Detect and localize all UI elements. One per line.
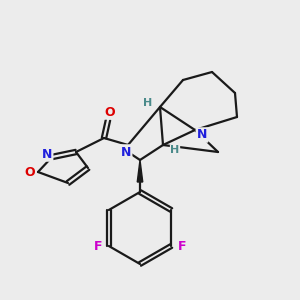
Text: N: N [197, 128, 207, 142]
Text: O: O [25, 166, 35, 178]
Text: N: N [42, 148, 52, 160]
Text: F: F [94, 239, 102, 253]
Text: N: N [121, 146, 131, 158]
Text: F: F [178, 239, 186, 253]
Text: O: O [105, 106, 115, 118]
Text: H: H [170, 145, 180, 155]
Polygon shape [137, 160, 143, 182]
Text: H: H [143, 98, 153, 108]
